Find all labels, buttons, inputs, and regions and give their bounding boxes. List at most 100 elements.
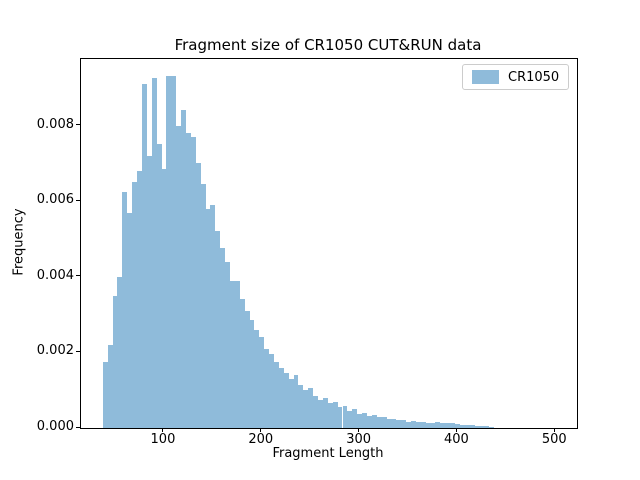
histogram-bar: [288, 378, 294, 428]
x-tick-label: 500: [541, 432, 567, 447]
histogram-bar: [190, 136, 196, 428]
histogram-bar: [161, 169, 167, 428]
y-tick-mark: [76, 199, 80, 201]
histogram-bar: [332, 401, 338, 428]
histogram-bar: [435, 421, 441, 428]
y-tick-mark: [76, 426, 80, 428]
histogram-bar: [141, 83, 147, 428]
histogram-bar: [459, 424, 465, 428]
histogram-bar: [239, 299, 245, 428]
x-tick-mark: [162, 428, 164, 432]
histogram-bar: [337, 407, 343, 428]
histogram-bar: [264, 348, 270, 428]
histogram-bar: [430, 423, 436, 428]
histogram-bar: [166, 76, 172, 428]
histogram-bar: [102, 361, 108, 428]
histogram-bar: [283, 373, 289, 428]
histogram-bar: [156, 144, 162, 428]
histogram-bar: [254, 329, 260, 428]
x-axis-label: Fragment Length: [272, 446, 384, 461]
histogram-bar: [112, 295, 118, 428]
histogram-bar: [215, 231, 221, 428]
histogram-bar: [137, 170, 142, 428]
histogram-bar: [415, 422, 421, 428]
histogram-bar: [278, 367, 284, 428]
y-tick-label: 0.004: [36, 267, 74, 283]
histogram-bar: [308, 388, 314, 428]
histogram-bar: [200, 184, 206, 428]
histogram-bar: [132, 182, 138, 428]
histogram-bar: [293, 375, 299, 428]
x-tick-label: 100: [150, 432, 176, 447]
x-tick-label: 200: [248, 432, 274, 447]
histogram-bar: [225, 261, 230, 428]
histogram-bar: [366, 415, 372, 428]
histogram-bar: [469, 425, 475, 428]
histogram-bar: [195, 163, 201, 428]
histogram-bar: [381, 416, 387, 428]
histogram-bar: [420, 421, 426, 428]
histogram-bar: [151, 78, 157, 428]
histogram-bar: [391, 418, 397, 428]
plot-area: [80, 58, 578, 429]
legend-label: CR1050: [508, 69, 560, 85]
histogram-bar: [455, 424, 460, 428]
y-tick-mark: [76, 124, 80, 126]
x-tick-mark: [260, 428, 262, 432]
histogram-bar: [474, 425, 480, 428]
histogram-bar: [171, 76, 177, 428]
histogram-bar: [362, 412, 367, 428]
x-tick-mark: [455, 428, 457, 432]
x-tick-label: 300: [346, 432, 372, 447]
histogram-bar: [313, 395, 319, 428]
histogram-bar: [352, 409, 358, 428]
y-axis-label: Frequency: [11, 208, 27, 276]
legend-swatch-icon: [472, 70, 499, 84]
histogram-bar: [185, 133, 191, 428]
histogram-bar: [181, 110, 186, 428]
histogram-bar: [450, 423, 455, 428]
histogram-bar: [210, 204, 216, 428]
x-tick-mark: [553, 428, 555, 432]
y-tick-label: 0.002: [36, 343, 74, 359]
histogram-bar: [479, 426, 485, 428]
histogram-bar: [406, 421, 411, 428]
y-tick-mark: [76, 275, 80, 277]
histogram-bar: [445, 423, 451, 428]
histogram-bar: [464, 424, 470, 428]
histogram-bar: [220, 248, 226, 428]
histogram-bar: [303, 390, 309, 428]
y-tick-label: 0.008: [36, 116, 74, 132]
histogram-bar: [347, 411, 353, 428]
histogram-bar: [269, 354, 275, 428]
legend: CR1050: [462, 64, 570, 90]
histogram-bar: [489, 426, 495, 428]
histogram-bar: [357, 413, 363, 428]
histogram-bar: [229, 280, 235, 428]
y-tick-mark: [76, 350, 80, 352]
histogram-bar: [107, 344, 113, 428]
histogram-bar: [322, 397, 328, 428]
histogram-bar: [386, 418, 392, 428]
histogram-bar: [484, 426, 490, 428]
histogram-bar: [205, 208, 211, 428]
histogram-bar: [401, 419, 407, 428]
histogram-bar: [425, 423, 431, 428]
histogram-bar: [318, 399, 323, 428]
histogram-bar: [298, 384, 304, 428]
histogram-bar: [146, 155, 152, 428]
histogram-bar: [249, 320, 255, 428]
histogram-bar: [440, 422, 446, 428]
histogram-bar: [376, 417, 382, 428]
histogram-bar: [396, 420, 402, 428]
histogram-bar: [259, 337, 265, 428]
histogram-bar: [371, 414, 377, 428]
histogram-bar: [122, 191, 128, 428]
histogram-bar: [176, 125, 182, 428]
x-tick-mark: [358, 428, 360, 432]
histogram-bar: [234, 280, 240, 428]
y-tick-label: 0.006: [36, 192, 74, 208]
histogram-bar: [410, 421, 416, 428]
histogram-bar: [117, 276, 123, 428]
